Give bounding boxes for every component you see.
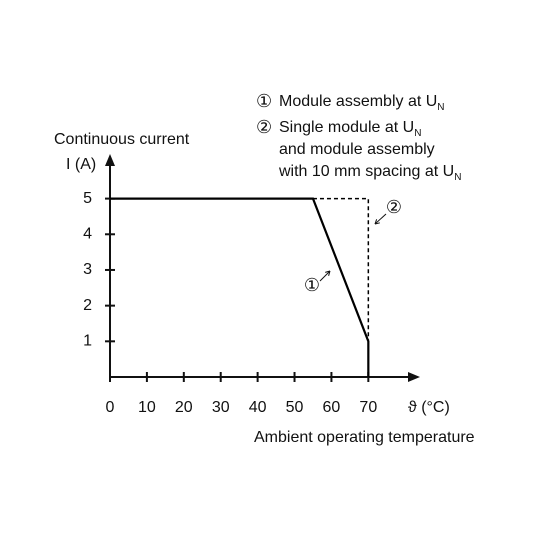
curve-pointer-head <box>374 219 380 225</box>
x-title: Ambient operating temperature <box>254 429 475 446</box>
y-tick-label: 4 <box>83 225 92 242</box>
legend-text-main: Module assembly at U <box>279 93 437 110</box>
curve-pointer <box>374 213 387 225</box>
y-axis-arrow <box>105 154 115 166</box>
y-tick-label: 5 <box>83 190 92 207</box>
legend-subscript: N <box>414 128 421 139</box>
x-tick-label: 0 <box>106 399 115 416</box>
legend-text-main: Single module at U <box>279 119 414 136</box>
x-tick-label: 10 <box>138 399 156 416</box>
x-axis-arrow <box>408 372 420 382</box>
x-tick-label: 60 <box>323 399 341 416</box>
y-tick-label: 2 <box>83 297 92 314</box>
x-tick-label: 20 <box>175 399 193 416</box>
series-line <box>110 197 370 377</box>
curve-pointer <box>319 270 331 282</box>
legend-text-main: and module assembly <box>279 141 435 158</box>
y-title: Continuous current <box>54 131 190 148</box>
curve-pointer-head <box>325 270 331 276</box>
x-tick-label: 30 <box>212 399 230 416</box>
legend-text-main: with 10 mm spacing at U <box>278 163 454 180</box>
y-tick-label: 1 <box>83 333 92 350</box>
legend-subscript: N <box>437 102 444 113</box>
y-label: I (A) <box>66 156 96 173</box>
x-tick-label: 70 <box>359 399 377 416</box>
legend-marker: ② <box>256 117 272 137</box>
legend-text: Module assembly at UN <box>279 93 445 112</box>
x-tick-label: 50 <box>286 399 304 416</box>
legend-text: Single module at UN <box>279 119 421 138</box>
legend-marker: ① <box>256 91 272 111</box>
legend-text: and module assembly <box>279 141 435 158</box>
legend-subscript: N <box>454 172 461 183</box>
x-label: ϑ (°C) <box>408 399 450 416</box>
y-tick-label: 3 <box>83 261 92 278</box>
x-tick-label: 40 <box>249 399 267 416</box>
series-line <box>312 197 370 342</box>
legend-text: with 10 mm spacing at UN <box>278 163 461 182</box>
curve-label: ① <box>304 275 320 295</box>
curve-label: ② <box>386 197 402 217</box>
